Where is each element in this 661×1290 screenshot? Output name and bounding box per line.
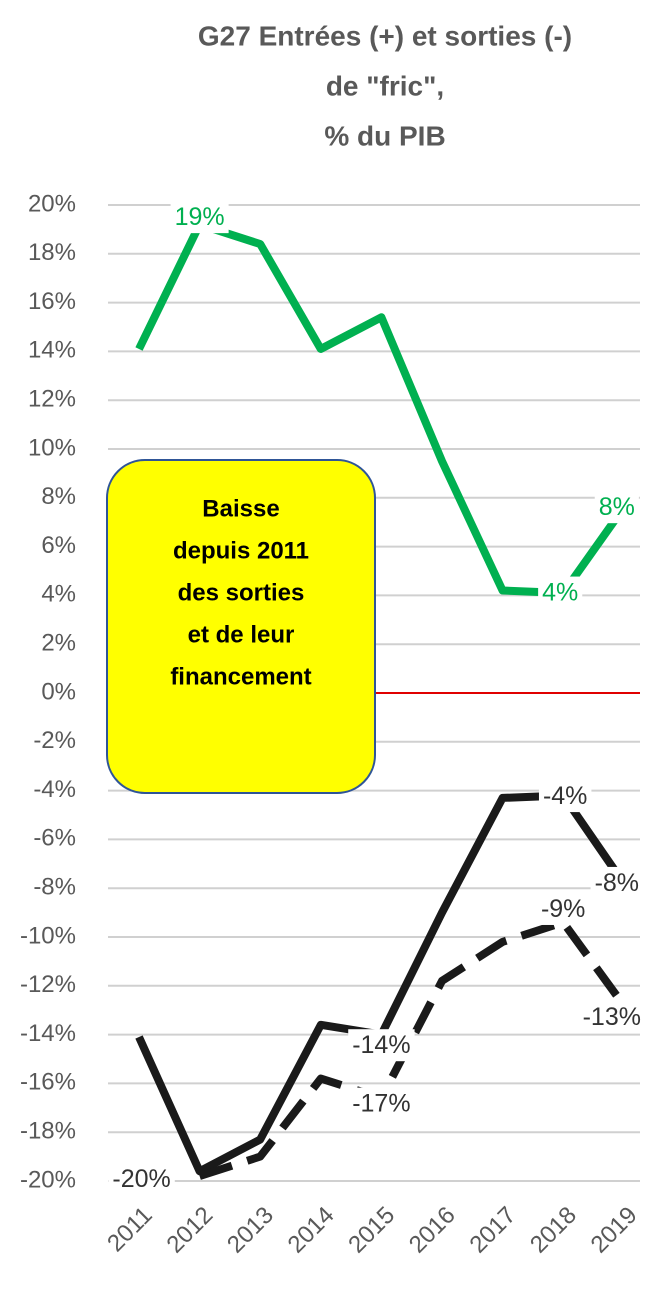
y-tick-label: -16% <box>20 1069 76 1096</box>
y-tick-label: -2% <box>33 727 76 754</box>
value-label-bg <box>594 491 639 524</box>
value-label: -14% <box>352 1031 410 1059</box>
value-label-bg <box>578 1000 645 1033</box>
y-tick-label: -12% <box>20 971 76 998</box>
x-tick-label: 2017 <box>464 1202 521 1259</box>
value-label: -9% <box>541 895 585 923</box>
value-label: -20% <box>112 1165 170 1193</box>
annotation-text: des sorties <box>178 579 305 606</box>
y-tick-label: 6% <box>41 532 76 559</box>
x-tick-label: 2015 <box>343 1202 400 1259</box>
y-tick-label: -6% <box>33 825 76 852</box>
value-label: 19% <box>175 203 225 231</box>
value-label-bg <box>170 201 229 234</box>
chart-title: G27 Entrées (+) et sorties (-) <box>198 20 572 51</box>
y-tick-label: 0% <box>41 678 76 705</box>
y-tick-label: -10% <box>20 922 76 949</box>
value-label: 4% <box>542 579 578 607</box>
value-label-bg <box>590 866 644 899</box>
x-tick-label: 2019 <box>586 1202 643 1259</box>
annotation: Baisse depuis 2011 des sorties et de leur fi… <box>106 459 376 794</box>
y-tick-label: 2% <box>41 630 76 657</box>
value-label-bg <box>348 1029 415 1062</box>
value-label-bg <box>536 892 590 925</box>
x-tick-label: 2014 <box>283 1202 340 1259</box>
x-tick-label: 2011 <box>102 1202 158 1258</box>
y-tick-label: 12% <box>28 386 76 413</box>
chart-title: de "fric", <box>326 70 444 101</box>
y-tick-label: -18% <box>20 1118 76 1145</box>
y-tick-label: 18% <box>28 239 76 266</box>
value-label-bg <box>538 576 583 609</box>
x-tick-label: 2013 <box>222 1202 279 1259</box>
y-tick-label: -14% <box>20 1020 76 1047</box>
value-label: -8% <box>595 869 639 897</box>
series-line <box>198 918 628 1180</box>
x-tick-label: 2016 <box>404 1202 461 1259</box>
y-tick-label: -20% <box>20 1166 76 1193</box>
y-tick-label: 8% <box>41 483 76 510</box>
chart-title: % du PIB <box>324 120 445 151</box>
annotation-box <box>106 459 376 794</box>
y-tick-label: 16% <box>28 288 76 315</box>
value-label: -13% <box>583 1003 641 1031</box>
annotation-text: et de leur <box>188 621 295 648</box>
value-label-bg <box>538 780 592 813</box>
value-label: -4% <box>543 782 587 810</box>
value-label-bg <box>108 1162 175 1195</box>
y-tick-label: -8% <box>33 874 76 901</box>
y-tick-label: 14% <box>28 337 76 364</box>
value-label-bg <box>348 1087 415 1120</box>
y-tick-label: 20% <box>28 190 76 217</box>
value-label: 8% <box>599 493 635 521</box>
value-label: -17% <box>352 1090 410 1118</box>
x-tick-label: 2012 <box>161 1202 218 1259</box>
y-tick-label: 4% <box>41 581 76 608</box>
y-tick-label: -4% <box>33 776 76 803</box>
annotation-text: depuis 2011 <box>173 537 309 564</box>
y-tick-label: 10% <box>28 434 76 461</box>
x-tick-label: 2018 <box>525 1202 582 1259</box>
annotation-text: Baisse <box>202 495 279 522</box>
annotation-text: financement <box>170 663 311 690</box>
